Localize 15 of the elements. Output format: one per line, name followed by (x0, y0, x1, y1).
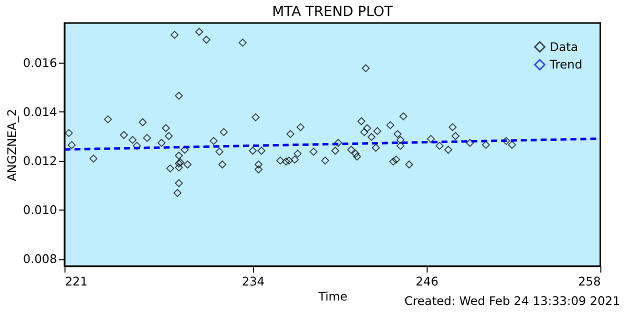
x-tick-label: 221 (64, 274, 88, 288)
x-tick-label: 258 (578, 274, 601, 288)
x-tick-label: 234 (242, 274, 265, 288)
y-tick-label: 0.014 (23, 104, 58, 119)
x-axis-title: Time (317, 289, 348, 304)
legend-label: Trend (548, 58, 582, 72)
y-tick-label: 0.016 (23, 56, 58, 70)
y-axis-title: ANGZNEA_2 (5, 108, 20, 182)
legend-label: Data (550, 40, 578, 54)
text: Created: Wed Feb 24 13:33:09 2021 (404, 294, 620, 308)
y-tick-label: 0.010 (23, 203, 58, 218)
chart-title: MTA TREND PLOT (272, 4, 394, 20)
x-tick-label: 246 (416, 274, 438, 288)
y-tick-label: 0.008 (23, 252, 58, 266)
y-tick-label: 0.012 (23, 154, 58, 168)
